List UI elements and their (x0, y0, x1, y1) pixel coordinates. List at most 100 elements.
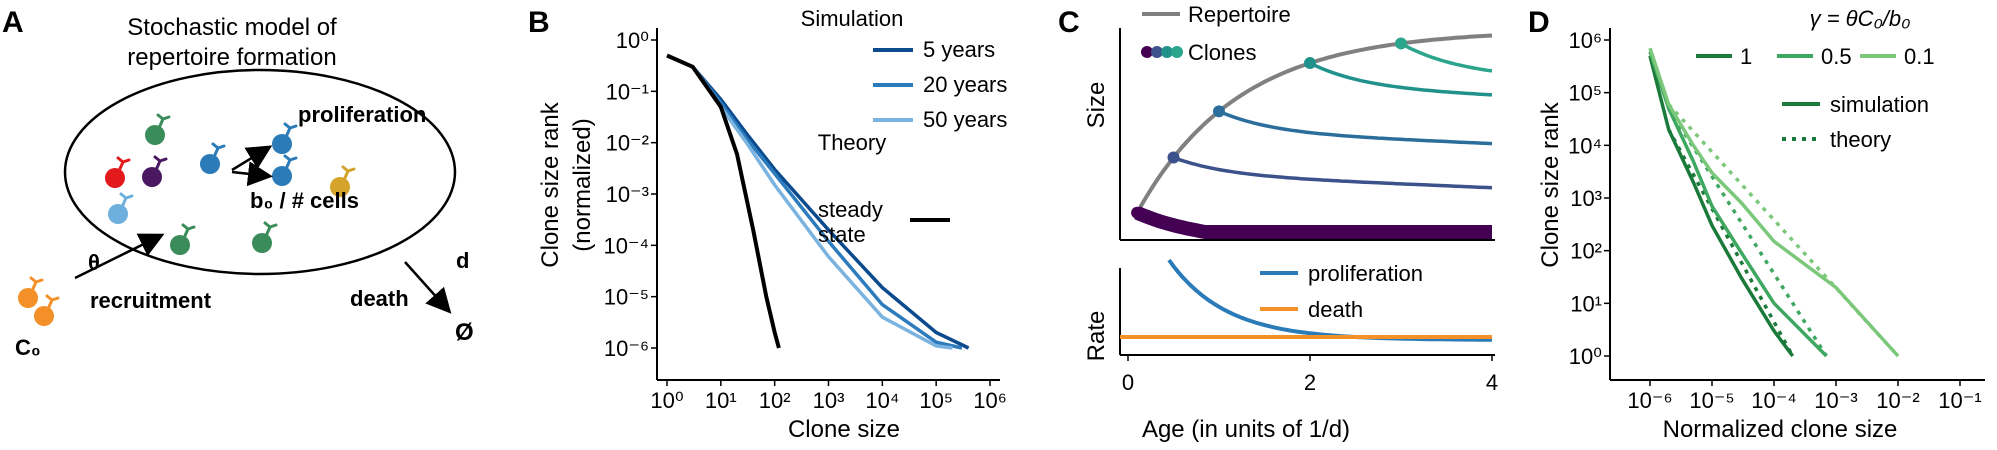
b-xtick-label: 10⁵ (919, 388, 953, 413)
d-legend: 1 0.5 0.1 (1696, 44, 1935, 141)
cell-receptor (283, 154, 298, 171)
b-xtick-label: 10³ (813, 388, 845, 413)
b-legend-steady: steady (818, 197, 883, 222)
c-clone-line (1309, 61, 1493, 97)
b-xtick-label: 10⁰ (650, 388, 683, 413)
cell-receptor (116, 156, 131, 173)
b-xtick-label: 10⁴ (865, 388, 899, 413)
b-legend: 5 years 20 years 50 years (873, 37, 1007, 222)
prolif-arrow-1 (231, 145, 273, 172)
cells-group (18, 113, 356, 326)
panel-c: C Size Rate Age (in units of 1/d) 0 2 4 Re… (1058, 2, 1498, 443)
c-clone-line (1218, 109, 1493, 146)
panel-letter-c: C (1058, 6, 1080, 39)
d-label: d (456, 248, 469, 273)
cell-receptor (156, 113, 171, 130)
death-label: death (350, 286, 409, 311)
c-ylabel-bottom: Rate (1083, 311, 1110, 362)
prolif-arrow-2 (231, 161, 273, 187)
b-ytick-label: 10⁻² (606, 131, 649, 156)
c-clone-start-marker (1304, 57, 1316, 70)
d-ytick-label: 10¹ (1570, 291, 1602, 316)
recruitment-label: recruitment (90, 288, 212, 313)
c-legend-clone-dot (1161, 46, 1173, 58)
cell (18, 288, 38, 308)
d-xtick-label: 10⁻³ (1814, 388, 1857, 413)
cell (272, 166, 292, 186)
d-legend-title: γ = θC₀/b₀ (1810, 6, 1911, 31)
death-arrow (404, 261, 452, 314)
cell-receptor (153, 155, 168, 172)
b-ytick-label: 10⁻³ (606, 182, 649, 207)
d-legend-label: 0.5 (1821, 44, 1852, 69)
c-clone-line (1134, 206, 1492, 239)
b-xtick-label: 10¹ (705, 388, 737, 413)
repertoire-ellipse (63, 68, 457, 276)
c-legend-clone-dot (1141, 46, 1153, 58)
d-series-sim (1648, 51, 1828, 358)
c-xtick-label: 0 (1122, 370, 1134, 395)
cell (108, 204, 128, 224)
c-clone-line (1172, 155, 1493, 190)
cell-receptor (181, 223, 196, 240)
c-clone-line (1400, 41, 1493, 73)
b-series-line (666, 53, 953, 350)
b-legend-title2: Theory (818, 130, 886, 155)
c-clone-start-marker (1395, 37, 1407, 50)
d-xtick-label: 10⁻¹ (1938, 388, 1981, 413)
cell (272, 134, 292, 154)
c-xlabel: Age (in units of 1/d) (1142, 416, 1350, 443)
cell (170, 235, 190, 255)
b-lines (666, 53, 970, 350)
b-ytick-label: 10⁰ (616, 28, 649, 53)
panel-letter-d: D (1528, 6, 1550, 39)
c-xtick-label: 4 (1486, 370, 1498, 395)
cell (142, 167, 162, 187)
c-legend-proliferation: proliferation (1308, 261, 1423, 286)
d-ylabel: Clone size rank (1537, 101, 1564, 267)
panel-d: D Clone size rank Normalized clone size … (1528, 6, 1985, 443)
b-ytick-label: 10⁻⁴ (603, 233, 649, 258)
d-ytick-label: 10⁵ (1568, 81, 1602, 106)
d-xtick-label: 10⁻² (1876, 388, 1919, 413)
c0-label: C₀ (15, 335, 41, 360)
panel-letter-b: B (528, 6, 550, 39)
cell-receptor (45, 294, 60, 311)
b-legend-title: Simulation (801, 6, 904, 31)
d-ytick-label: 10⁰ (1569, 344, 1602, 369)
b-xtick-label: 10² (759, 388, 791, 413)
proliferation-label: proliferation (298, 102, 426, 127)
c-legend-clones: Clones (1188, 40, 1256, 65)
d-ytick-label: 10³ (1570, 186, 1602, 211)
d-legend-theory: theory (1830, 127, 1891, 152)
c-clone-start-marker (1131, 206, 1144, 219)
c-legend-clone-dot (1151, 46, 1163, 58)
b-legend-label: 50 years (923, 107, 1007, 132)
panel-a: A Stochastic model of repertoire formati… (2, 6, 474, 360)
c-plot: 0 2 4 (1119, 12, 1498, 395)
cell-receptor (119, 192, 134, 209)
cell-receptor (29, 276, 44, 293)
cell (145, 125, 165, 145)
c-ylabel-top: Size (1083, 82, 1110, 129)
cell-receptor (283, 122, 298, 139)
d-series-sim (1648, 47, 1900, 358)
d-xtick-label: 10⁻⁵ (1689, 388, 1734, 413)
b-ylabel-line2: (normalized) (569, 118, 596, 251)
cell (252, 233, 272, 253)
cell (34, 306, 54, 326)
d-ytick-label: 10⁴ (1568, 133, 1602, 158)
d-xtick-label: 10⁻⁴ (1751, 388, 1797, 413)
panel-letter-a: A (2, 6, 24, 39)
d-ytick-label: 10⁶ (1568, 28, 1602, 53)
b-legend-state: state (818, 222, 866, 247)
d-series-theory (1667, 128, 1795, 357)
b-xlabel: Clone size (788, 416, 900, 443)
panel-a-title-line2: repertoire formation (127, 44, 336, 71)
d-lines (1648, 47, 1900, 358)
rate-label: b₀ / # cells (250, 188, 359, 213)
d-legend-label: 0.1 (1904, 44, 1935, 69)
c-legend-clone-dot (1171, 46, 1183, 58)
b-series-line (666, 53, 781, 349)
